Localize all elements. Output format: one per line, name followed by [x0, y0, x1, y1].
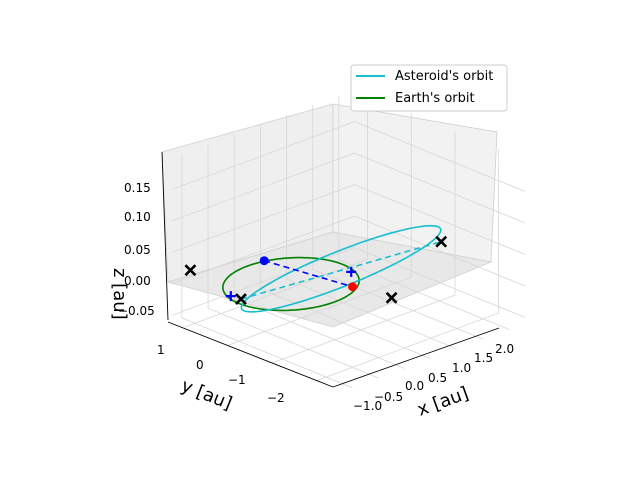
grid-line [207, 144, 379, 379]
grid-line [171, 121, 526, 192]
y-tick-label: 1 [157, 343, 165, 357]
grid-line [315, 149, 500, 382]
grid-line [181, 154, 353, 389]
grid-line [338, 95, 510, 330]
earth-extreme-marker [184, 264, 197, 277]
y-axis-label: y [au] [178, 375, 235, 414]
asteroid-position-marker [259, 256, 269, 266]
z-tick-label: 0.15 [124, 181, 151, 195]
axes-panes [161, 103, 498, 328]
y-axis-line [167, 321, 334, 388]
z-tick-label: 0.10 [124, 210, 151, 224]
x-tick-label: −0.5 [374, 390, 403, 404]
x-tick-label: 1.5 [474, 351, 493, 365]
z-tick-label: 0.05 [124, 243, 151, 257]
z-tick-label: −0.05 [118, 304, 155, 318]
y-tick-labels: 1 0 −1 −2 [157, 343, 285, 405]
x-tick-label: 1.0 [452, 361, 471, 375]
x-tick-labels: −1.0 −0.5 0.0 0.5 1.0 1.5 2.0 [353, 342, 514, 413]
z-axis-label: z [au] [109, 268, 130, 320]
orbit-markers [184, 235, 448, 305]
grid-line [171, 184, 526, 255]
earth-extreme-marker [385, 291, 398, 304]
y-tick-label: −1 [228, 373, 246, 387]
x-tick-label: 0.0 [405, 379, 424, 393]
node-marker [346, 266, 357, 277]
x-tick-label: 2.0 [495, 342, 514, 356]
node-line [264, 259, 353, 288]
line-of-apsides [240, 240, 442, 300]
grid-line [184, 95, 368, 328]
grid-line [312, 105, 484, 340]
z-axis-line [161, 151, 169, 321]
grid-lines [171, 95, 526, 389]
x-axis-line [332, 327, 500, 388]
grid-line [171, 215, 526, 287]
node-marker [225, 291, 236, 302]
asteroid-apoapsis-marker [435, 235, 448, 248]
grid-line [171, 247, 526, 318]
legend-label-asteroid: Asteroid's orbit [395, 69, 493, 84]
legend-label-earth: Earth's orbit [395, 91, 475, 106]
x-tick-label: −1.0 [353, 399, 382, 413]
asteroid-periapsis-marker [235, 293, 247, 305]
axis-edges [161, 151, 500, 388]
x-tick-label: 0.5 [428, 371, 447, 385]
grid-line [233, 134, 405, 369]
grid-line [286, 115, 458, 350]
y-tick-label: 0 [196, 358, 204, 372]
z-tick-label: 0.00 [124, 274, 151, 288]
earth-position-marker [348, 282, 358, 292]
legend-box [350, 64, 508, 112]
grid-line [228, 113, 412, 346]
legend: Asteroid's orbit Earth's orbit [350, 64, 508, 112]
z-tick-labels: −0.05 0.00 0.05 0.10 0.15 [118, 181, 155, 318]
grid-line [171, 152, 526, 224]
y-tick-label: −2 [267, 391, 285, 405]
grid-line [271, 131, 456, 364]
